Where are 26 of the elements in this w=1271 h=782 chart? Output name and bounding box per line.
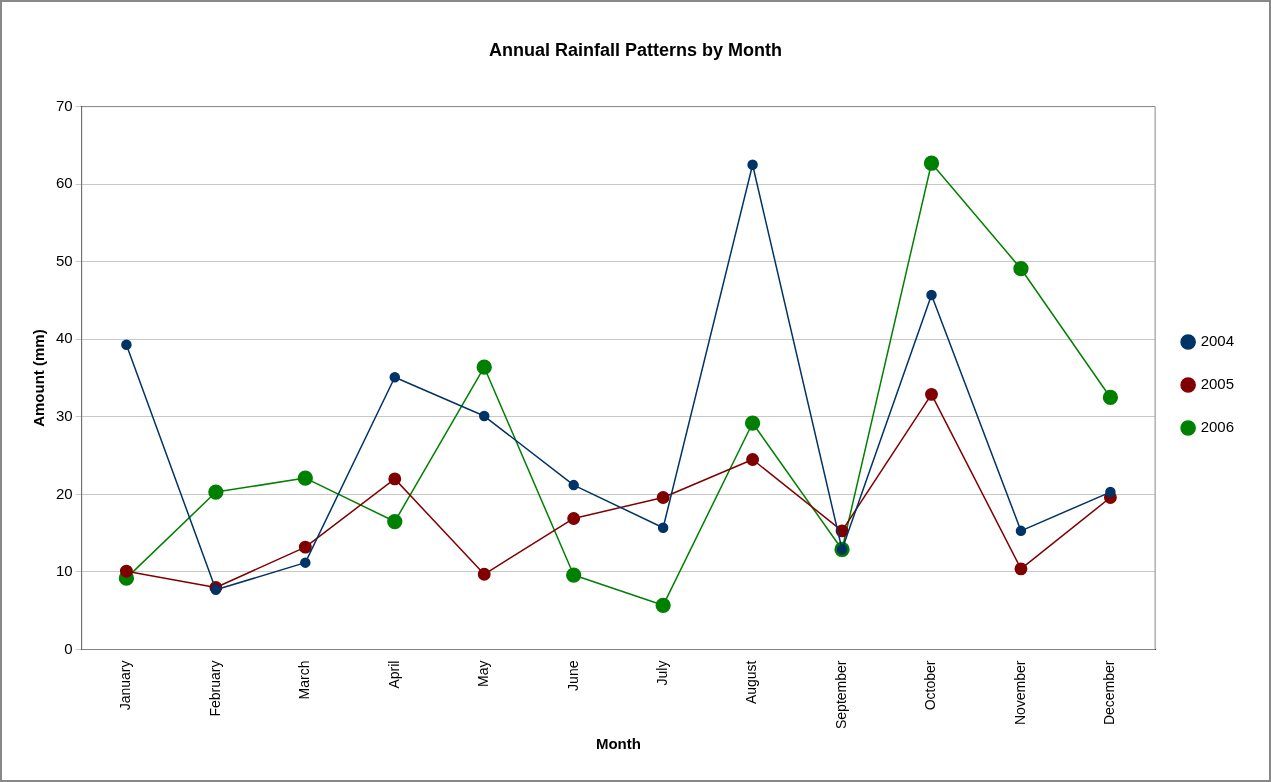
x-tick-label: October — [922, 660, 939, 711]
x-tick-label: June — [564, 660, 581, 691]
x-tick-label: March — [296, 660, 313, 700]
x-tick-label: September — [832, 660, 849, 729]
y-tick-label: 60 — [56, 174, 73, 192]
y-tick-label: 20 — [56, 484, 73, 502]
chart-title: Annual Rainfall Patterns by Month — [488, 39, 783, 60]
x-tick-label: August — [743, 660, 760, 705]
y-tick-label: 70 — [56, 96, 73, 114]
x-tick-label: January — [117, 660, 134, 711]
legend-label: 2005 — [1200, 375, 1235, 393]
y-tick-label: 40 — [56, 329, 73, 347]
legend-label: 2006 — [1200, 418, 1235, 436]
x-tick-label: February — [206, 660, 223, 717]
y-tick-label: 50 — [56, 251, 73, 269]
y-axis-title: Amount (mm) — [30, 329, 48, 427]
x-axis-title: Month — [595, 735, 641, 753]
y-tick-label: 10 — [56, 562, 73, 580]
legend-label: 2004 — [1200, 332, 1235, 350]
y-tick-label: 0 — [64, 639, 73, 657]
x-tick-label: July — [653, 660, 670, 686]
x-tick-label: December — [1101, 660, 1118, 726]
x-tick-label: April — [385, 660, 402, 689]
y-tick-label: 30 — [56, 406, 73, 424]
x-tick-label: May — [475, 660, 492, 687]
x-tick-label: November — [1011, 660, 1028, 726]
